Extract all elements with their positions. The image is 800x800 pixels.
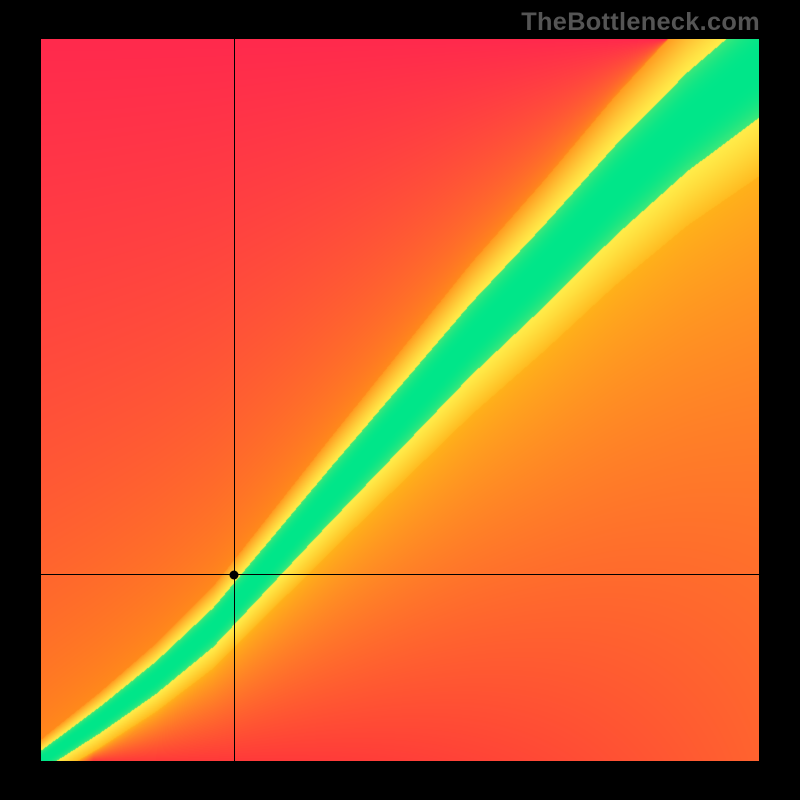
chart-frame: TheBottleneck.com — [0, 0, 800, 800]
watermark-text: TheBottleneck.com — [521, 8, 760, 37]
bottleneck-heatmap — [41, 39, 759, 761]
plot-area — [41, 39, 759, 761]
